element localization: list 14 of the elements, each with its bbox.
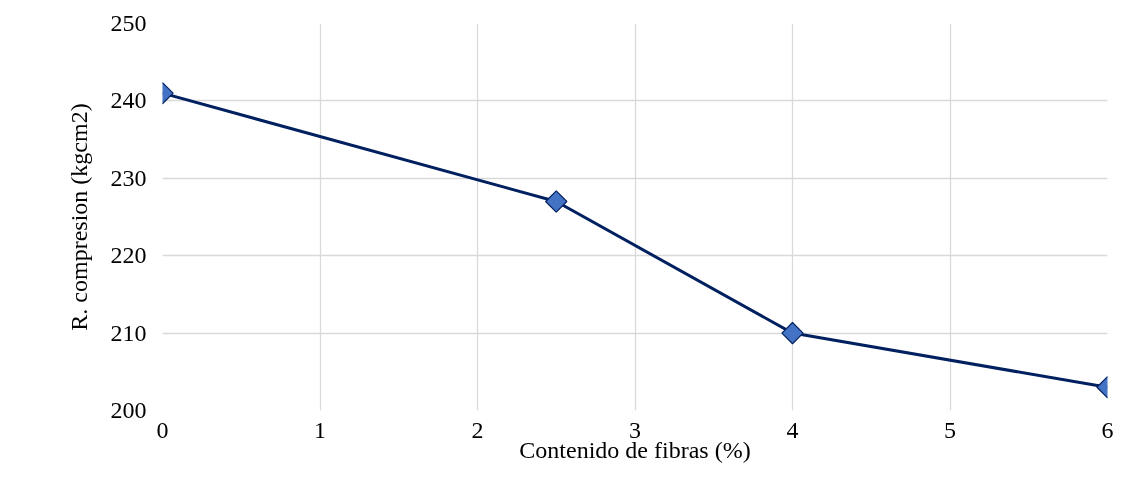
y-tick-label: 240	[110, 87, 147, 114]
x-tick-label: 2	[471, 416, 484, 443]
y-tick-label: 210	[110, 319, 147, 346]
x-tick-label: 1	[314, 416, 326, 443]
y-tick-label: 250	[110, 10, 147, 36]
y-tick-label: 230	[110, 164, 147, 191]
x-tick-label: 5	[944, 416, 956, 443]
y-axis-title: R. compresion (kgcm2)	[65, 103, 92, 331]
x-tick-label: 0	[156, 416, 169, 443]
y-tick-label: 200	[110, 397, 147, 423]
x-tick-label: 4	[786, 416, 799, 443]
y-tick-label: 220	[110, 242, 147, 269]
x-tick-label: 6	[1101, 416, 1114, 443]
x-tick-label: 3	[629, 416, 641, 443]
